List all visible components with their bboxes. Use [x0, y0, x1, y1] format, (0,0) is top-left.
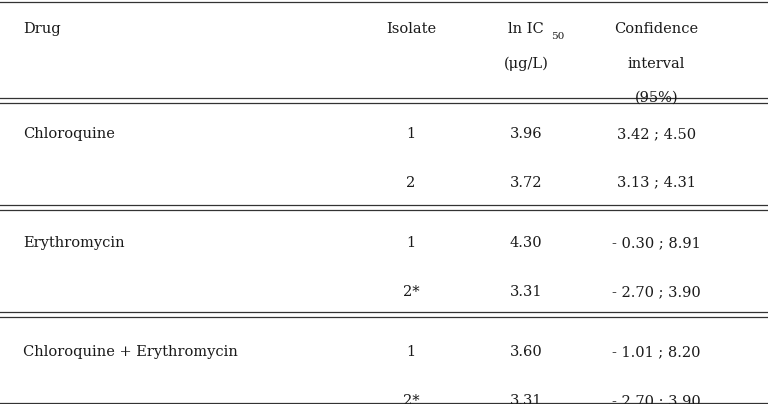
Text: - 2.70 ; 3.90: - 2.70 ; 3.90 [612, 285, 701, 299]
Text: interval: interval [628, 57, 685, 71]
Text: Confidence: Confidence [614, 22, 699, 36]
Text: 2*: 2* [402, 394, 419, 404]
Text: 2*: 2* [402, 285, 419, 299]
Text: 3.31: 3.31 [510, 285, 542, 299]
Text: Drug: Drug [23, 22, 61, 36]
Text: Chloroquine + Erythromycin: Chloroquine + Erythromycin [23, 345, 238, 360]
Text: Erythromycin: Erythromycin [23, 236, 124, 250]
Text: 3.60: 3.60 [510, 345, 542, 360]
Text: - 0.30 ; 8.91: - 0.30 ; 8.91 [612, 236, 701, 250]
Text: Chloroquine: Chloroquine [23, 127, 115, 141]
Text: 1: 1 [406, 127, 415, 141]
Text: 3.13 ; 4.31: 3.13 ; 4.31 [617, 176, 696, 190]
Text: 3.42 ; 4.50: 3.42 ; 4.50 [617, 127, 697, 141]
Text: (95%): (95%) [635, 91, 678, 105]
Text: 3.31: 3.31 [510, 394, 542, 404]
Text: ln IC: ln IC [508, 22, 544, 36]
Text: - 2.70 ; 3.90: - 2.70 ; 3.90 [612, 394, 701, 404]
Text: Isolate: Isolate [386, 22, 436, 36]
Text: - 1.01 ; 8.20: - 1.01 ; 8.20 [612, 345, 701, 360]
Text: 3.96: 3.96 [510, 127, 542, 141]
Text: 1: 1 [406, 345, 415, 360]
Text: 3.72: 3.72 [510, 176, 542, 190]
Text: 2: 2 [406, 176, 415, 190]
Text: (μg/L): (μg/L) [504, 57, 548, 71]
Text: 4.30: 4.30 [510, 236, 542, 250]
Text: 50: 50 [551, 32, 564, 41]
Text: 1: 1 [406, 236, 415, 250]
